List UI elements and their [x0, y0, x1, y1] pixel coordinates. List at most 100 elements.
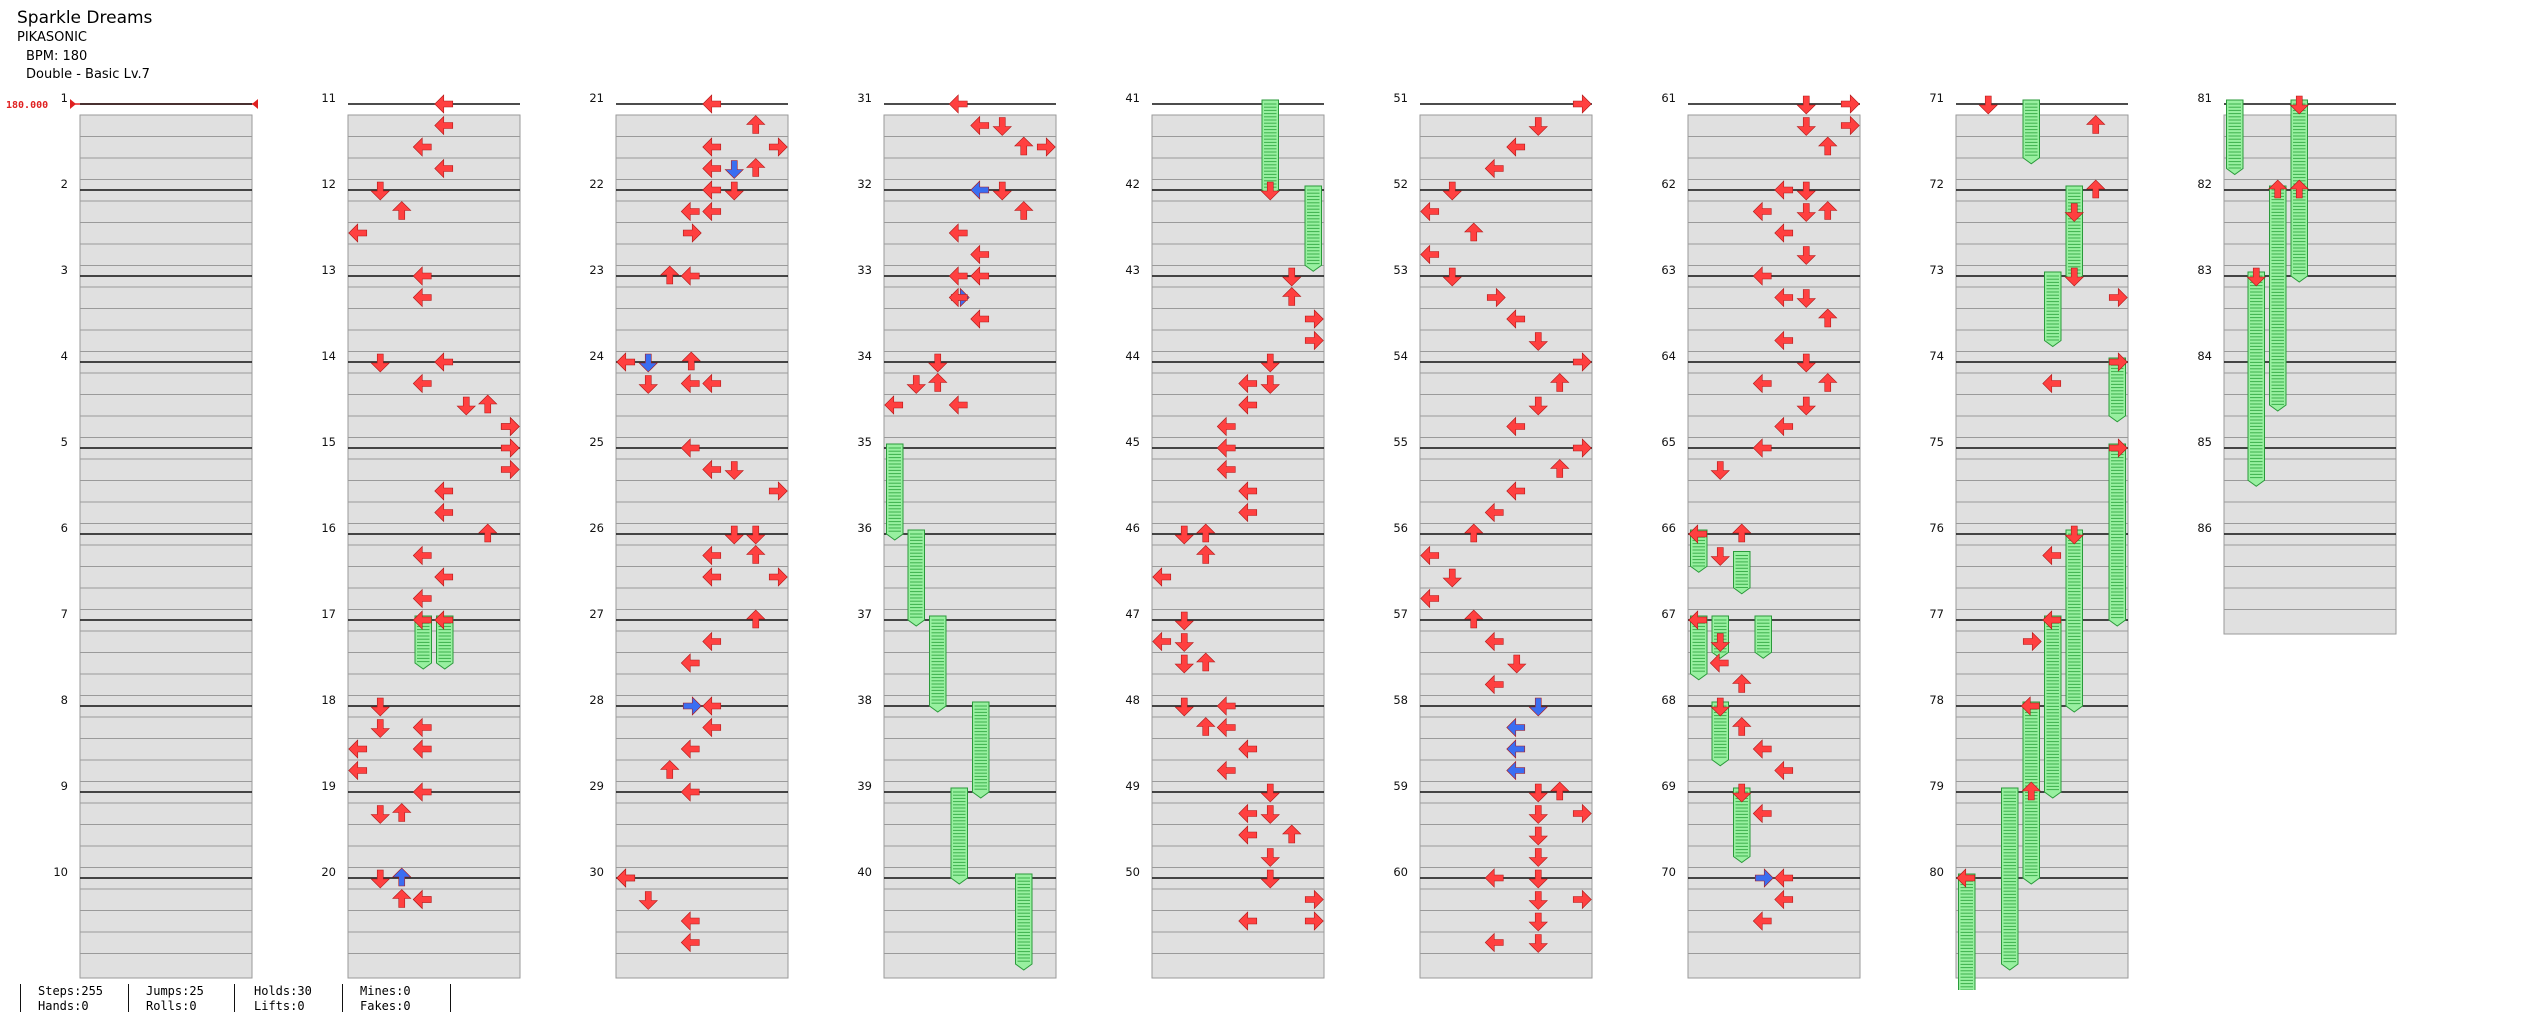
- beat-band: [1687, 781, 1861, 807]
- beat-band: [883, 222, 1057, 248]
- beat-band: [2223, 587, 2397, 613]
- hold-note: [2108, 357, 2126, 423]
- beat-band: [1151, 845, 1325, 871]
- beat-band: [883, 630, 1057, 656]
- measure-number: 30: [589, 865, 604, 879]
- beat-band: [1955, 415, 2129, 441]
- beat-band: [347, 845, 521, 871]
- beat-band: [1419, 286, 1593, 312]
- stats-divider: [128, 984, 129, 1012]
- beat-band: [79, 652, 253, 678]
- beat-band: [347, 394, 521, 420]
- beat-band: [347, 523, 521, 549]
- beat-band: [1955, 910, 2129, 936]
- measure-number: 27: [589, 607, 604, 621]
- beat-band: [1419, 716, 1593, 742]
- beat-band: [1687, 824, 1861, 850]
- hold-note: [2044, 615, 2062, 799]
- measure-number: 13: [321, 263, 336, 277]
- step-arrow-icon: [1796, 95, 1816, 115]
- beat-band: [79, 329, 253, 355]
- beat-band: [79, 243, 253, 269]
- beat-band: [1687, 222, 1861, 248]
- step-arrow-icon: [434, 94, 454, 114]
- beat-band: [883, 243, 1057, 269]
- beat-band: [883, 136, 1057, 162]
- beat-band: [1955, 781, 2129, 807]
- step-arrow-icon: [1572, 94, 1592, 114]
- beat-band: [2223, 609, 2397, 635]
- hold-note: [2269, 185, 2287, 412]
- measure-number: 9: [61, 779, 68, 793]
- beat-band: [79, 458, 253, 484]
- beat-band: [1151, 480, 1325, 506]
- beat-band: [2223, 501, 2397, 527]
- measure-number: 60: [1393, 865, 1408, 879]
- measure-grid: 1234567891011121314151617181920212223242…: [53, 91, 2397, 979]
- beat-band: [79, 501, 253, 527]
- beat-band: [79, 200, 253, 226]
- beat-band: [2223, 222, 2397, 248]
- measure-number: 62: [1661, 177, 1676, 191]
- beat-band: [1151, 286, 1325, 312]
- beat-band: [615, 114, 789, 140]
- measure-number: 59: [1393, 779, 1408, 793]
- measure-number: 38: [857, 693, 872, 707]
- beat-band: [79, 953, 253, 979]
- beat-band: [883, 308, 1057, 334]
- beat-band: [79, 394, 253, 420]
- beat-band: [1687, 179, 1861, 205]
- measure-number: 22: [589, 177, 604, 191]
- stat-fakes: Fakes:0: [360, 999, 411, 1013]
- hold-note: [2065, 529, 2083, 713]
- measure-number: 45: [1125, 435, 1140, 449]
- beat-band: [883, 200, 1057, 226]
- beat-band: [347, 200, 521, 226]
- beat-band: [79, 845, 253, 871]
- beat-band: [1687, 480, 1861, 506]
- beat-band: [79, 867, 253, 893]
- beat-band: [1419, 630, 1593, 656]
- beat-band: [2223, 523, 2397, 549]
- beat-band: [1419, 329, 1593, 355]
- song-title: Sparkle Dreams: [17, 8, 153, 28]
- measure-number: 57: [1393, 607, 1408, 621]
- beat-band: [79, 372, 253, 398]
- song-bpm: BPM: 180: [26, 49, 88, 64]
- beat-band: [1151, 716, 1325, 742]
- hold-note: [2001, 787, 2019, 971]
- beat-band: [79, 566, 253, 592]
- measure-number: 16: [321, 521, 336, 535]
- measure-number: 26: [589, 521, 604, 535]
- beat-band: [883, 394, 1057, 420]
- beat-band: [2223, 480, 2397, 506]
- beat-band: [79, 222, 253, 248]
- hold-note: [950, 787, 968, 885]
- measure-number: 37: [857, 607, 872, 621]
- beat-band: [1955, 802, 2129, 828]
- beat-band: [883, 824, 1057, 850]
- stat-group-jumps: Jumps:25 Rolls:0: [146, 984, 204, 1014]
- beat-band: [347, 759, 521, 785]
- beat-band: [615, 673, 789, 699]
- measure-number: 80: [1929, 865, 1944, 879]
- stats-divider: [234, 984, 235, 1012]
- measure-number: 20: [321, 865, 336, 879]
- measure-number: 18: [321, 693, 336, 707]
- beat-band: [1151, 824, 1325, 850]
- stat-holds: Holds:30: [254, 984, 312, 998]
- beat-band: [347, 480, 521, 506]
- beat-band: [883, 652, 1057, 678]
- step-arrow-icon: [1840, 94, 1860, 114]
- beat-band: [1419, 308, 1593, 334]
- beat-band: [347, 630, 521, 656]
- beat-band: [883, 781, 1057, 807]
- beat-band: [883, 329, 1057, 355]
- hold-note: [1958, 873, 1976, 990]
- beat-band: [1151, 157, 1325, 183]
- stat-lifts: Lifts:0: [254, 999, 305, 1013]
- beat-band: [347, 372, 521, 398]
- beat-band: [1955, 222, 2129, 248]
- beat-band: [615, 136, 789, 162]
- measure-number: 65: [1661, 435, 1676, 449]
